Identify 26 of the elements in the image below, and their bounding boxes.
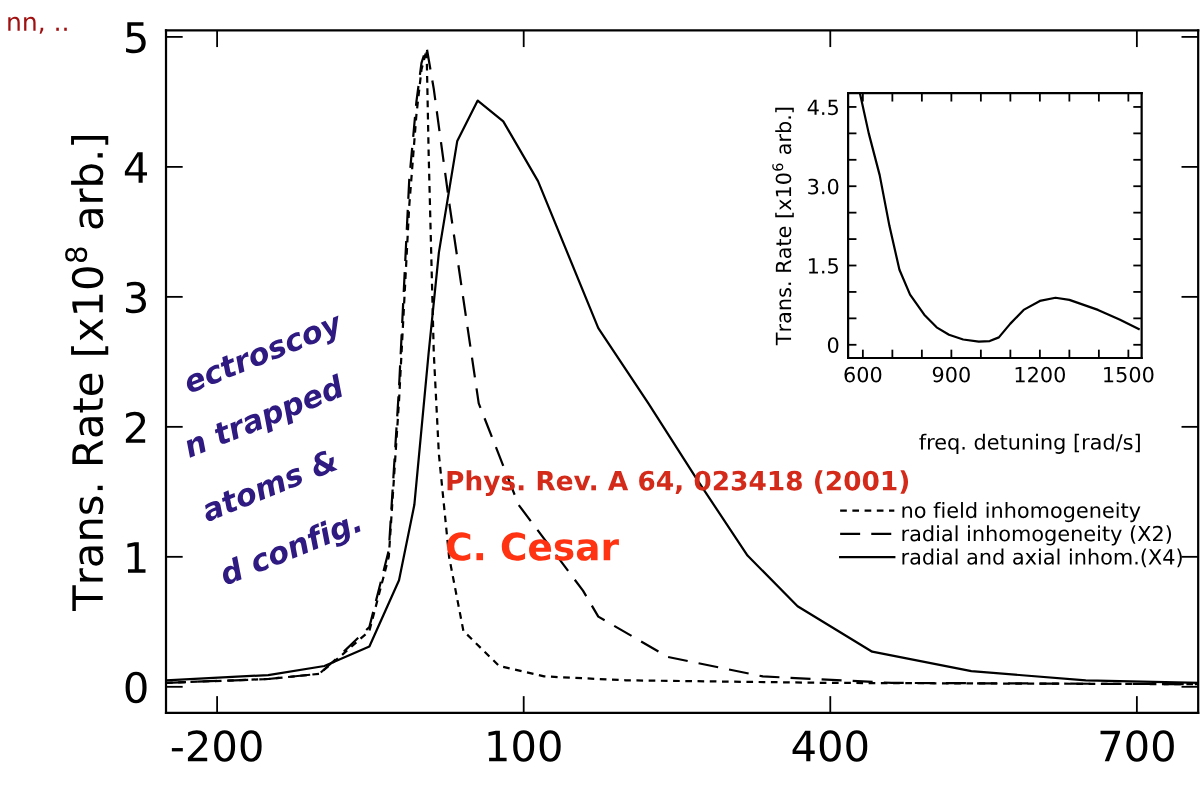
y-tick-label: 1.5 (808, 258, 838, 274)
y-tick-label: 4.5 (807, 99, 838, 116)
x-axis-title: freq. detuning [rad/s] (919, 433, 1140, 454)
y-tick-label: 0 (827, 337, 839, 353)
legend-label: no field inhomogeneity (902, 502, 1141, 523)
y-tick-label: 0 (125, 671, 147, 704)
x-tick-label: -200 (171, 730, 262, 762)
annotation: C. Cesar (446, 532, 619, 561)
legend-label: radial inhomogeneity (X2) (902, 525, 1172, 546)
x-tick-label: 900 (932, 366, 970, 383)
y-tick-label: 4 (124, 152, 148, 183)
y-tick-label: 1 (127, 542, 146, 573)
x-tick-label: 1500 (1104, 366, 1154, 383)
y-axis-title: Trans. Rate [x10$^{8}$ arb.] (65, 136, 109, 611)
x-tick-label: 600 (844, 366, 882, 383)
text: nn, .. (8, 16, 67, 34)
y-axis-title: Trans. Rate [x10$^{6}$ arb.] (772, 107, 794, 346)
y-tick-label: 3.0 (808, 178, 839, 195)
x-tick-label: 700 (1100, 730, 1174, 762)
x-tick-label: 1200 (1015, 366, 1065, 383)
x-tick-label: 100 (488, 730, 561, 762)
y-tick-label: 3 (126, 281, 147, 314)
y-tick-label: 5 (126, 22, 146, 54)
x-tick-label: 400 (792, 730, 868, 762)
y-tick-label: 2 (125, 411, 146, 443)
legend-label: radial and axial inhom.(X4) (902, 548, 1182, 568)
